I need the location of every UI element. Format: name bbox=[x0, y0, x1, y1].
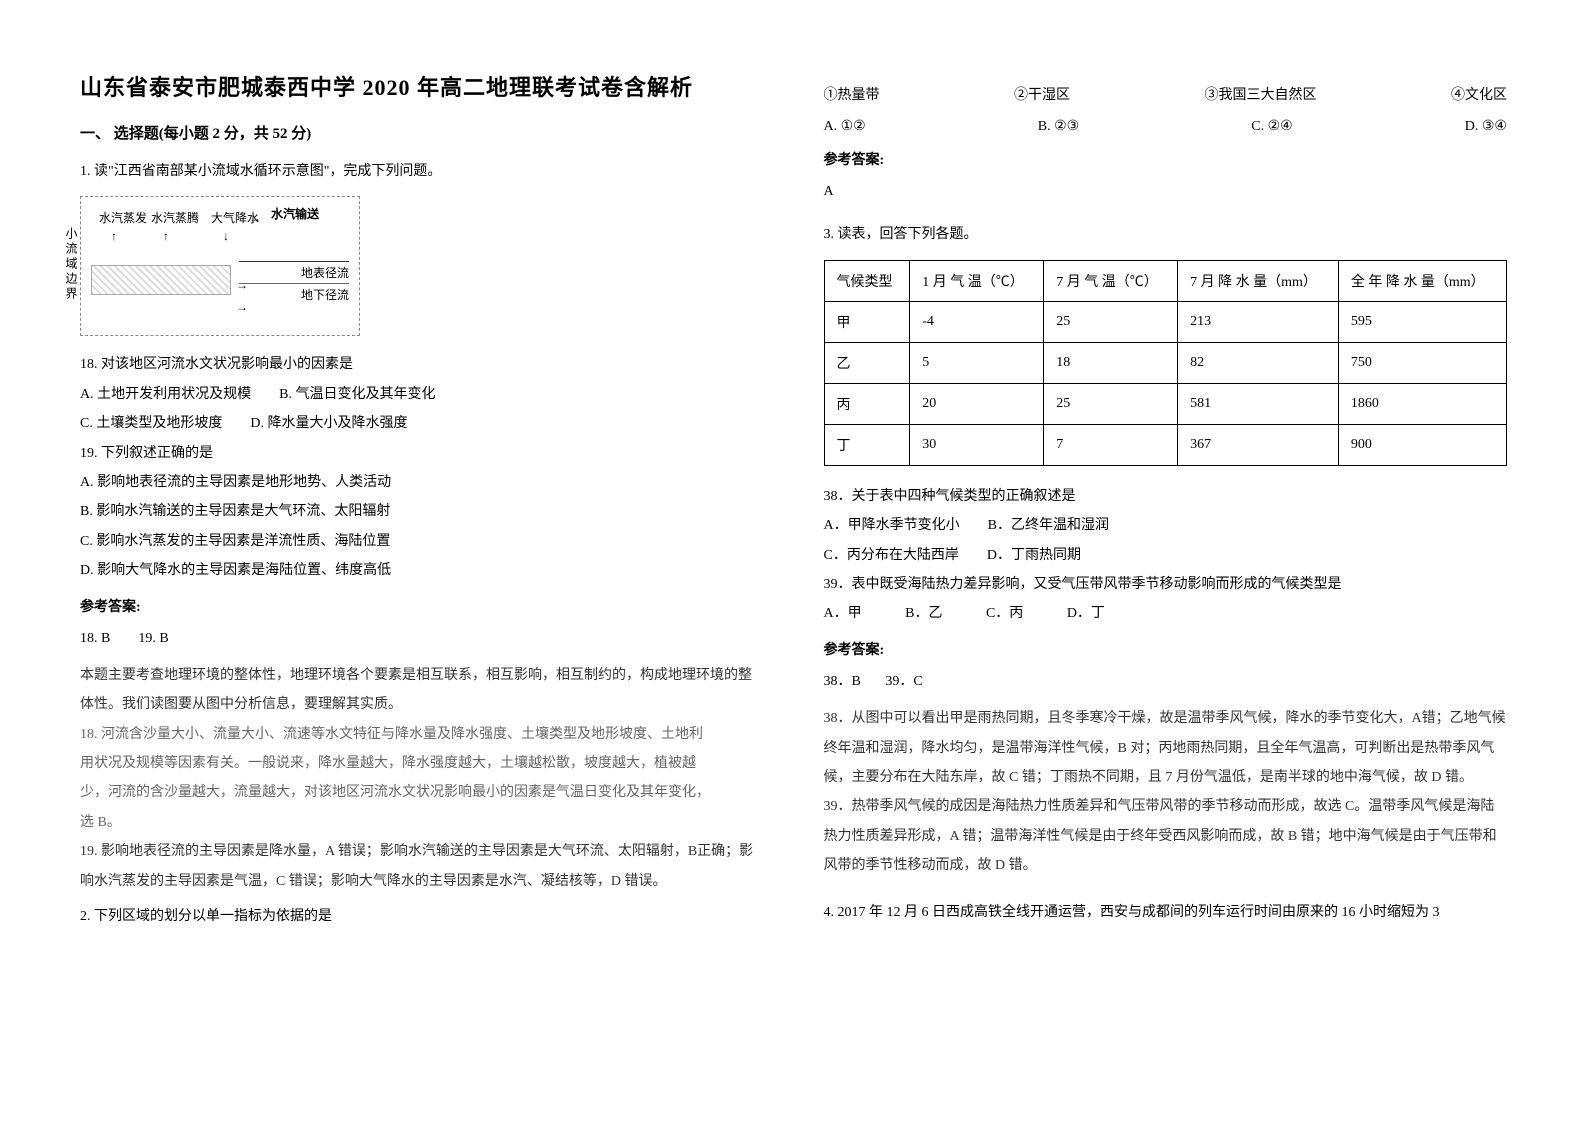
exam-title: 山东省泰安市肥城泰西中学 2020 年高二地理联考试卷含解析 bbox=[80, 70, 764, 102]
q3-38d: D．丁雨热同期 bbox=[987, 548, 1081, 563]
q2-o3: ③我国三大自然区 bbox=[1205, 84, 1317, 104]
q1-18d: D. 降水量大小及降水强度 bbox=[250, 416, 407, 431]
q2-o1: ①热量带 bbox=[824, 84, 880, 104]
th0: 气候类型 bbox=[824, 260, 910, 301]
q1-18-row2: C. 土壤类型及地形坡度 D. 降水量大小及降水强度 bbox=[80, 409, 764, 438]
q1-18-row1: A. 土地开发利用状况及规模 B. 气温日变化及其年变化 bbox=[80, 380, 764, 409]
q3-stem: 3. 读表，回答下列各题。 bbox=[824, 220, 1508, 249]
q3-38-row2: C．丙分布在大陆西岸 D．丁雨热同期 bbox=[824, 541, 1508, 570]
q2-b: B. ②③ bbox=[1038, 118, 1079, 135]
q3-39c: C．丙 bbox=[986, 599, 1023, 628]
table-header-row: 气候类型 1 月 气 温（℃） 7 月 气 温（℃） 7 月 降 水 量（mm）… bbox=[824, 260, 1507, 301]
section-1-head: 一、 选择题(每小题 2 分，共 52 分) bbox=[80, 122, 764, 143]
left-column: 山东省泰安市肥城泰西中学 2020 年高二地理联考试卷含解析 一、 选择题(每小… bbox=[50, 70, 794, 1072]
q3-exp2: 39．热带季风气候的成因是海陆热力性质差异和气压带风带的季节移动而形成，故选 C… bbox=[824, 792, 1508, 880]
diagram-boundary-label: 小流域边界 bbox=[63, 227, 80, 302]
transport-label: 水汽输送 bbox=[271, 205, 319, 222]
q1-18c: C. 土壤类型及地形坡度 bbox=[80, 416, 222, 431]
rise-label: 水汽蒸腾 bbox=[151, 209, 199, 226]
q3-39-opts: A．甲 B．乙 C．丙 D．丁 bbox=[824, 599, 1508, 628]
q3-answer-head: 参考答案: bbox=[824, 639, 1508, 659]
q3-sub39: 39．表中既受海陆热力差异影响，又受气压带风带季节移动影响而形成的气候类型是 bbox=[824, 570, 1508, 599]
q1-exp3: 用状况及规模等因素有关。一般说来，降水量越大，降水强度越大，土壤越松散，坡度越大… bbox=[80, 749, 764, 778]
q2-d: D. ③④ bbox=[1465, 118, 1507, 135]
q1-exp5: 选 B。 bbox=[80, 808, 764, 837]
q2-stem: 2. 下列区域的划分以单一指标为依据的是 bbox=[80, 902, 764, 931]
q4-stem: 4. 2017 年 12 月 6 日西成高铁全线开通运营，西安与成都间的列车运行… bbox=[824, 898, 1508, 927]
q1-exp4: 少，河流的含沙量越大，流量越大，对该地区河流水文状况影响最小的因素是气温日变化及… bbox=[80, 778, 764, 807]
th1: 1 月 气 温（℃） bbox=[910, 260, 1044, 301]
q2-options-letters: A. ①② B. ②③ C. ②④ D. ③④ bbox=[824, 118, 1508, 135]
q1-18a: A. 土地开发利用状况及规模 bbox=[80, 387, 251, 402]
q1-exp2: 18. 河流含沙量大小、流量大小、流速等水文特征与降水量及降水强度、土壤类型及地… bbox=[80, 720, 764, 749]
q1-answer-head: 参考答案: bbox=[80, 596, 764, 616]
q1-19b: B. 影响水汽输送的主导因素是大气环流、太阳辐射 bbox=[80, 497, 764, 526]
water-cycle-diagram: 小流域边界 水汽蒸发 水汽蒸腾 大气降水 水汽输送 → ↑ ↑ ↓ 地表径流 地… bbox=[80, 196, 360, 336]
q1-stem: 1. 读"江西省南部某小流域水循环示意图"，完成下列问题。 bbox=[80, 157, 764, 186]
q2-o4: ④文化区 bbox=[1451, 84, 1507, 104]
th4: 全 年 降 水 量（mm） bbox=[1338, 260, 1506, 301]
q1-sub18: 18. 对该地区河流水文状况影响最小的因素是 bbox=[80, 350, 764, 379]
q3-39a: A．甲 bbox=[824, 599, 862, 628]
q1-19a: A. 影响地表径流的主导因素是地形地势、人类活动 bbox=[80, 468, 764, 497]
q1-exp6: 19. 影响地表径流的主导因素是降水量，A 错误；影响水汽输送的主导因素是大气环… bbox=[80, 837, 764, 896]
q2-o2: ②干湿区 bbox=[1014, 84, 1070, 104]
table-row: 丁 30 7 367 900 bbox=[824, 424, 1507, 465]
q3-exp1: 38．从图中可以看出甲是雨热同期，且冬季寒冷干燥，故是温带季风气候，降水的季节变… bbox=[824, 704, 1508, 792]
right-column: ①热量带 ②干湿区 ③我国三大自然区 ④文化区 A. ①② B. ②③ C. ②… bbox=[794, 70, 1538, 1072]
q3-38a: A．甲降水季节变化小 bbox=[824, 518, 960, 533]
q1-18b: B. 气温日变化及其年变化 bbox=[279, 387, 435, 402]
q2-a: A. ①② bbox=[824, 118, 866, 135]
table-row: 乙 5 18 82 750 bbox=[824, 342, 1507, 383]
q2-options-circled: ①热量带 ②干湿区 ③我国三大自然区 ④文化区 bbox=[824, 84, 1508, 104]
q2-answer: A bbox=[824, 177, 1508, 206]
q1-19c: C. 影响水汽蒸发的主导因素是洋流性质、海陆位置 bbox=[80, 527, 764, 556]
surface-runoff-label: 地表径流 bbox=[301, 266, 349, 280]
table-row: 丙 20 25 581 1860 bbox=[824, 383, 1507, 424]
q3-38b: B．乙终年温和湿润 bbox=[988, 518, 1109, 533]
q3-38-row1: A．甲降水季节变化小 B．乙终年温和湿润 bbox=[824, 511, 1508, 540]
q1-answer: 18. B 19. B bbox=[80, 624, 764, 653]
q3-39b: B．乙 bbox=[905, 599, 942, 628]
q3-answer: 38．B 39．C bbox=[824, 667, 1508, 696]
table-row: 甲 -4 25 213 595 bbox=[824, 301, 1507, 342]
q3-sub38: 38．关于表中四种气候类型的正确叙述是 bbox=[824, 482, 1508, 511]
ground-runoff-label: 地下径流 bbox=[301, 288, 349, 302]
q3-39d: D．丁 bbox=[1067, 599, 1105, 628]
q1-exp1: 本题主要考查地理环境的整体性，地理环境各个要素是相互联系，相互影响，相互制约的，… bbox=[80, 661, 764, 720]
climate-table: 气候类型 1 月 气 温（℃） 7 月 气 温（℃） 7 月 降 水 量（mm）… bbox=[824, 260, 1508, 466]
q1-19d: D. 影响大气降水的主导因素是海陆位置、纬度高低 bbox=[80, 556, 764, 585]
evap-label: 水汽蒸发 bbox=[99, 209, 147, 226]
q2-answer-head: 参考答案: bbox=[824, 149, 1508, 169]
q1-sub19: 19. 下列叙述正确的是 bbox=[80, 439, 764, 468]
q2-c: C. ②④ bbox=[1251, 118, 1292, 135]
th3: 7 月 降 水 量（mm） bbox=[1178, 260, 1339, 301]
th2: 7 月 气 温（℃） bbox=[1044, 260, 1178, 301]
q3-38c: C．丙分布在大陆西岸 bbox=[824, 548, 959, 563]
